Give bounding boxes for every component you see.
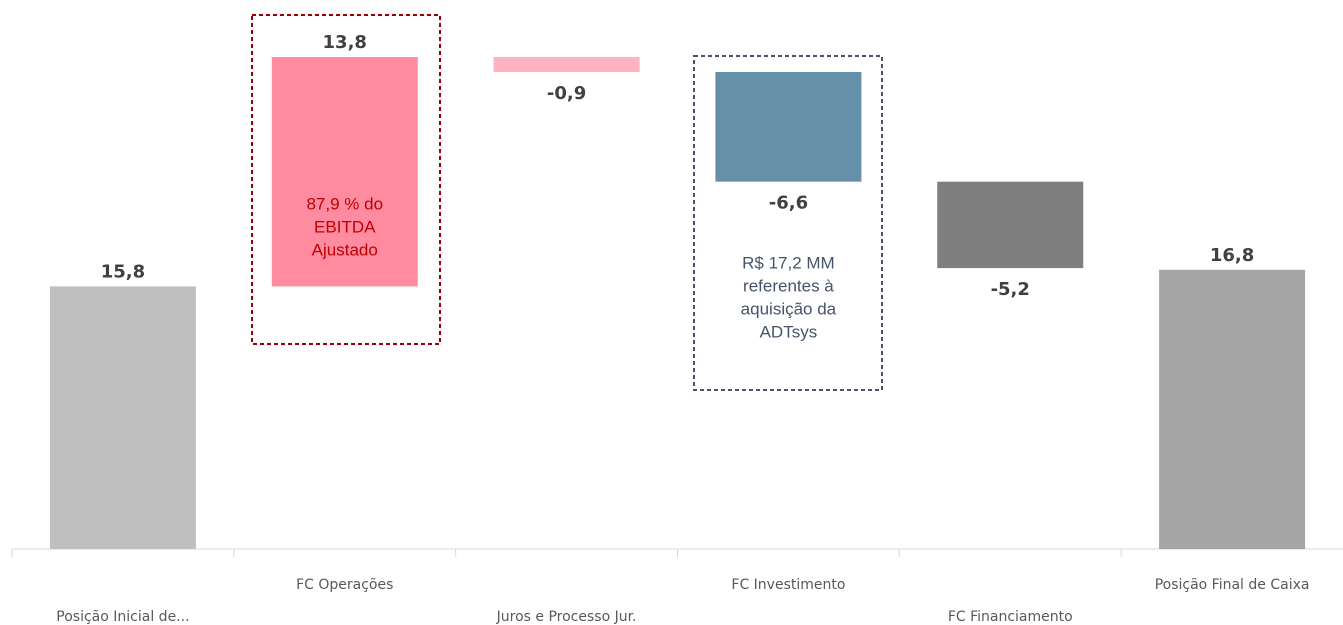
annotation: EBITDA bbox=[314, 217, 376, 236]
annotation: aquisição da bbox=[741, 299, 837, 318]
data-label: -0,9 bbox=[547, 83, 586, 104]
annotation-box bbox=[693, 55, 883, 391]
data-label: -6,6 bbox=[769, 193, 808, 214]
annotation-box bbox=[251, 14, 441, 345]
annotation: ADTsys bbox=[760, 322, 818, 341]
x-tick-label: Posição Final de Caixa bbox=[1155, 577, 1310, 593]
annotation: 87,9 % do bbox=[306, 194, 383, 213]
data-label: 16,8 bbox=[1210, 245, 1254, 266]
x-tick-label: FC Operações bbox=[296, 577, 393, 593]
annotation: referentes à bbox=[743, 276, 834, 295]
x-tick-label: Posição Inicial de... bbox=[56, 609, 189, 625]
bar bbox=[937, 181, 1084, 269]
bar bbox=[493, 57, 640, 72]
bar bbox=[715, 71, 862, 182]
x-tick-label: FC Investimento bbox=[731, 577, 845, 593]
data-label: -5,2 bbox=[991, 279, 1030, 300]
data-label: 15,8 bbox=[101, 261, 145, 282]
bar bbox=[49, 286, 196, 549]
bar bbox=[1159, 269, 1306, 549]
bar bbox=[271, 57, 418, 287]
x-tick-label: FC Financiamento bbox=[948, 609, 1073, 625]
annotation: R$ 17,2 MM bbox=[742, 253, 835, 272]
x-tick-label: Juros e Processo Jur. bbox=[496, 609, 637, 625]
data-label: 13,8 bbox=[323, 32, 367, 53]
annotation: Ajustado bbox=[312, 240, 378, 259]
